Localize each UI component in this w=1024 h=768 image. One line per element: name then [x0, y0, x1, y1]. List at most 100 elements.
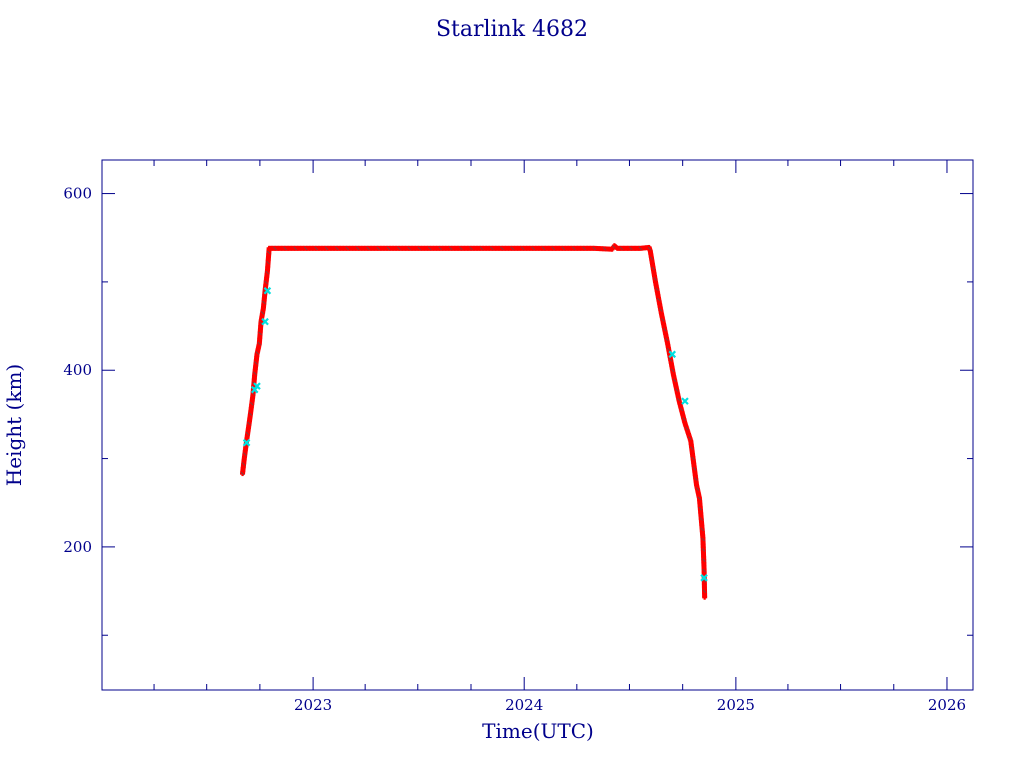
point-outline [658, 308, 663, 312]
point-outline [672, 378, 677, 382]
y-tick-label: 600 [63, 185, 92, 203]
point-outline [520, 246, 525, 251]
point-outline [701, 558, 706, 562]
point-outline [694, 477, 698, 481]
point-mark [261, 317, 269, 326]
x-tick-label: 2026 [928, 696, 966, 714]
point-outline [602, 247, 607, 251]
axis-tick-labels: 2023 2024 2025 2026 200 400 600 [63, 185, 966, 714]
x-axis-label: Time(UTC) [482, 719, 594, 743]
cyan-point [253, 382, 261, 390]
cyan-point [681, 397, 689, 405]
point-outline [324, 246, 329, 251]
point-outline [692, 467, 697, 471]
point-outline [619, 246, 624, 251]
point-outline [653, 277, 657, 281]
point-outline [702, 589, 707, 594]
point-outline [701, 537, 705, 542]
point-mark [253, 382, 261, 390]
point-outline [541, 246, 546, 251]
point-outline [386, 246, 391, 251]
point-outline [611, 245, 616, 249]
point-outline [240, 471, 245, 476]
point-outline [267, 250, 271, 255]
point-outline [657, 297, 661, 302]
point-outline [675, 388, 679, 392]
x-tick-label: 2024 [505, 696, 543, 714]
point-outline [677, 398, 681, 402]
point-outline [670, 368, 675, 372]
point-outline [253, 371, 257, 375]
point-outline [448, 246, 453, 251]
axis-ticks [102, 160, 973, 690]
point-outline [660, 318, 665, 322]
point-outline [247, 421, 251, 426]
point-mark [681, 397, 689, 405]
point-outline [283, 246, 287, 251]
point-outline [689, 446, 694, 451]
cyan-point [700, 574, 708, 582]
point-outline [243, 452, 247, 456]
point-outline [691, 456, 695, 461]
point-outline [649, 256, 654, 261]
point-outline [264, 280, 268, 285]
cyan-point [242, 438, 251, 447]
point-outline [303, 246, 308, 251]
point-outline [266, 260, 270, 265]
point-outline [510, 246, 514, 251]
point-outline [397, 246, 401, 251]
height-point [702, 594, 708, 600]
point-outline [655, 287, 659, 292]
point-outline [366, 246, 370, 251]
point-outline [427, 246, 432, 251]
point-outline [262, 300, 266, 305]
point-outline [459, 246, 463, 251]
point-outline [651, 266, 656, 271]
point-outline [638, 246, 643, 251]
point-outline [666, 347, 671, 352]
point-outline [500, 246, 504, 251]
point-outline [685, 426, 689, 431]
point-outline [376, 246, 380, 251]
point-outline [265, 270, 269, 275]
point-outline [355, 246, 360, 251]
point-outline [682, 417, 686, 421]
point-outline [629, 246, 633, 251]
point-outline [531, 246, 535, 251]
point-outline [701, 548, 706, 552]
point-outline [561, 246, 566, 251]
point-outline [688, 436, 692, 440]
point-outline [490, 246, 494, 251]
point-outline [250, 402, 254, 406]
point-outline [438, 246, 442, 251]
point-outline [582, 246, 586, 251]
x-tick-label: 2023 [294, 696, 332, 714]
point-outline [668, 358, 673, 362]
point-outline [273, 246, 277, 251]
point-outline [647, 246, 652, 251]
cyan-point [261, 317, 269, 326]
point-outline [314, 246, 318, 251]
point-outline [699, 517, 703, 521]
point-outline [255, 351, 260, 355]
point-outline [245, 431, 250, 436]
cyan-point [263, 286, 272, 295]
point-mark [242, 438, 251, 447]
chart-title: Starlink 4682 [436, 17, 588, 42]
y-tick-label: 200 [63, 538, 92, 556]
point-outline [293, 246, 297, 251]
point-outline [258, 331, 262, 336]
point-outline [679, 407, 684, 412]
data-points [240, 243, 708, 600]
point-outline [469, 246, 473, 251]
point-mark [668, 350, 677, 359]
point-outline [417, 246, 422, 251]
y-tick-label: 400 [63, 361, 92, 379]
point-outline [551, 246, 556, 251]
point-outline [700, 527, 704, 531]
point-outline [257, 341, 262, 346]
point-outline [479, 246, 484, 251]
point-outline [662, 327, 667, 332]
x-tick-label: 2025 [717, 696, 755, 714]
